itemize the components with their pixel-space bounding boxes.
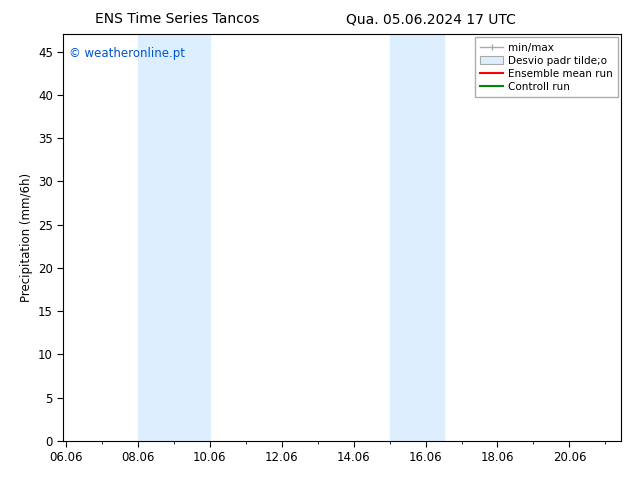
Text: Qua. 05.06.2024 17 UTC: Qua. 05.06.2024 17 UTC [346,12,516,26]
Text: ENS Time Series Tancos: ENS Time Series Tancos [95,12,260,26]
Bar [389,34,444,441]
Text: © weatheronline.pt: © weatheronline.pt [69,47,185,59]
Bar [138,34,210,441]
Legend: min/max, Desvio padr tilde;o, Ensemble mean run, Controll run: min/max, Desvio padr tilde;o, Ensemble m… [475,37,618,97]
Y-axis label: Precipitation (mm/6h): Precipitation (mm/6h) [20,173,32,302]
